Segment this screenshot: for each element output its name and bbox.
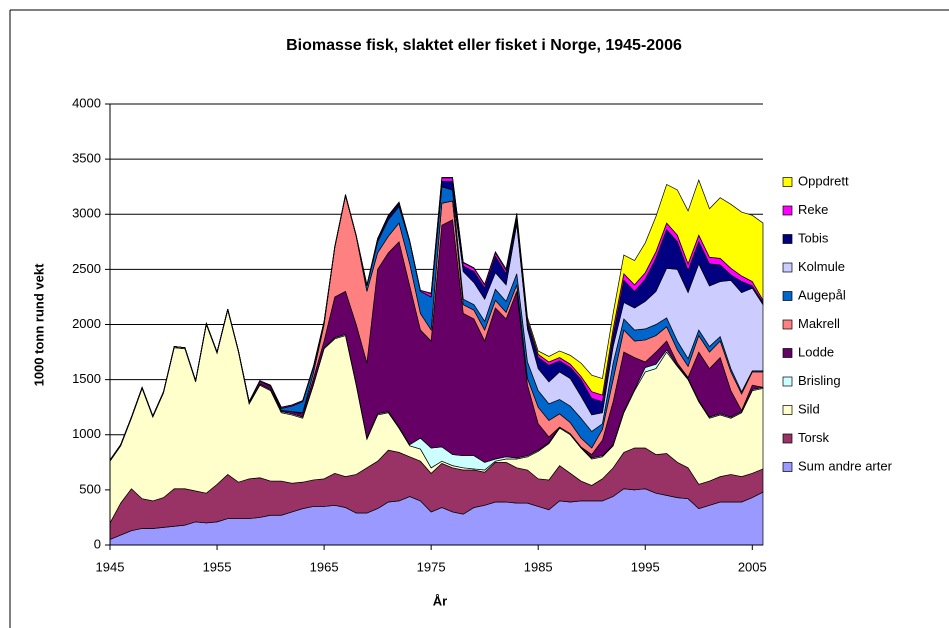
legend-label: Makrell [798, 316, 840, 331]
legend-swatch [782, 234, 793, 244]
legend-label: Brisling [798, 373, 841, 388]
y-tick-label: 3500 [72, 151, 101, 166]
x-axis-label: År [433, 593, 447, 608]
y-tick-label: 2500 [72, 261, 101, 276]
x-tick-label: 1985 [524, 559, 553, 574]
legend-label: Lodde [798, 344, 834, 359]
legend-label: Tobis [798, 230, 829, 245]
legend-swatch [782, 319, 793, 330]
y-tick-label: 500 [79, 481, 101, 496]
legend-swatch [782, 348, 793, 358]
y-tick-label: 0 [94, 536, 101, 551]
y-tick-label: 1500 [72, 371, 101, 386]
legend-swatch [782, 405, 793, 415]
legend-swatch [782, 433, 793, 444]
legend-swatch [782, 262, 793, 273]
legend-label: Augepål [798, 287, 846, 302]
legend-label: Reke [798, 202, 828, 217]
chart-title: Biomasse fisk, slaktet eller fisket i No… [286, 37, 682, 54]
legend-swatch [782, 177, 793, 187]
legend-label: Oppdrett [798, 173, 849, 188]
legend-label: Sild [798, 401, 820, 416]
x-tick-label: 2005 [738, 559, 767, 574]
y-tick-label: 4000 [72, 95, 101, 110]
area [109, 176, 764, 461]
y-tick-label: 1000 [72, 426, 101, 441]
legend-label: Sum andre arter [798, 458, 893, 473]
y-axis-label: 1000 tonn rund vekt [31, 263, 46, 386]
x-tick-label: 1955 [203, 559, 232, 574]
x-tick-label: 1945 [96, 559, 125, 574]
y-tick-label: 2000 [72, 316, 101, 331]
legend-label: Kolmule [798, 259, 845, 274]
legend-swatch [782, 462, 793, 472]
x-tick-label: 1965 [310, 559, 339, 574]
y-tick-label: 3000 [72, 206, 101, 221]
legend-swatch [782, 376, 793, 387]
legend-swatch [782, 291, 793, 301]
x-tick-label: 1975 [417, 559, 446, 574]
legend-swatch [782, 205, 793, 216]
x-tick-label: 1995 [631, 559, 660, 574]
legend-label: Torsk [798, 430, 830, 445]
